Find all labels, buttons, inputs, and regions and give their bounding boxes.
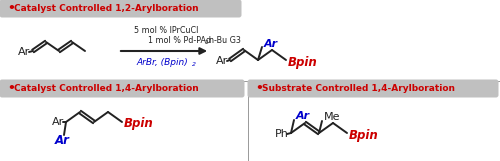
Text: Me: Me	[324, 112, 340, 122]
Text: Ar: Ar	[264, 39, 278, 49]
Text: 1 mol % Pd-PAd: 1 mol % Pd-PAd	[148, 35, 211, 44]
Text: Catalyst Controlled 1,4-Arylboration: Catalyst Controlled 1,4-Arylboration	[14, 84, 199, 93]
Text: 2: 2	[205, 39, 209, 44]
Text: Bpin: Bpin	[349, 129, 379, 142]
Text: Ar: Ar	[18, 47, 30, 57]
Text: Bpin: Bpin	[124, 118, 154, 131]
FancyBboxPatch shape	[248, 80, 498, 98]
Text: •: •	[7, 82, 15, 95]
FancyBboxPatch shape	[0, 0, 242, 18]
Text: Substrate Controlled 1,4-Arylboration: Substrate Controlled 1,4-Arylboration	[262, 84, 455, 93]
Text: 5 mol % IPrCuCl: 5 mol % IPrCuCl	[134, 25, 198, 34]
Text: n-Bu G3: n-Bu G3	[209, 35, 241, 44]
Text: Ar: Ar	[296, 111, 310, 121]
Text: •: •	[255, 82, 263, 95]
Text: Ar: Ar	[216, 56, 228, 66]
FancyBboxPatch shape	[0, 80, 244, 98]
Text: Ar: Ar	[54, 133, 70, 147]
Text: Catalyst Controlled 1,2-Arylboration: Catalyst Controlled 1,2-Arylboration	[14, 4, 198, 13]
Text: Bpin: Bpin	[288, 56, 318, 68]
Text: ArBr, (Bpin): ArBr, (Bpin)	[136, 57, 188, 66]
Text: Ph: Ph	[275, 129, 289, 139]
Text: 2: 2	[192, 62, 196, 67]
Text: Ar: Ar	[52, 117, 64, 127]
Text: •: •	[7, 2, 15, 15]
